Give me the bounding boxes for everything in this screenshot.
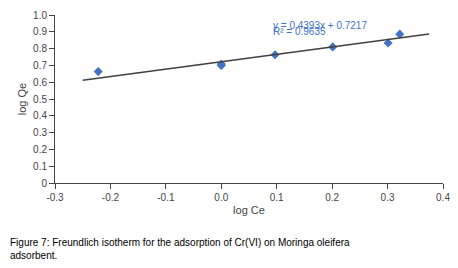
svg-text:0.3: 0.3 — [33, 127, 47, 138]
svg-text:0.1: 0.1 — [33, 161, 47, 172]
svg-text:0.0: 0.0 — [214, 192, 228, 203]
svg-text:0.5: 0.5 — [33, 94, 47, 105]
svg-text:0.6: 0.6 — [33, 77, 47, 88]
svg-text:Figure 7: Freundlich isotherm: Figure 7: Freundlich isotherm for the ad… — [10, 237, 350, 261]
svg-text:0.1: 0.1 — [270, 192, 284, 203]
svg-text:0.7: 0.7 — [33, 60, 47, 71]
svg-text:y = 0.4393x + 0.7217: y = 0.4393x + 0.7217 — [273, 20, 367, 31]
svg-text:0.4: 0.4 — [436, 192, 450, 203]
svg-text:0.8: 0.8 — [33, 43, 47, 54]
svg-text:0.4: 0.4 — [33, 110, 47, 121]
svg-text:-0.3: -0.3 — [46, 192, 64, 203]
svg-text:0.9: 0.9 — [33, 26, 47, 37]
svg-text:0: 0 — [41, 178, 47, 189]
svg-text:-0.2: -0.2 — [102, 192, 120, 203]
svg-text:log Ce: log Ce — [233, 204, 265, 216]
svg-text:log Qe: log Qe — [16, 83, 28, 115]
svg-text:-0.1: -0.1 — [157, 192, 175, 203]
svg-text:0.3: 0.3 — [381, 192, 395, 203]
svg-text:0.2: 0.2 — [33, 144, 47, 155]
svg-text:1.0: 1.0 — [33, 10, 47, 21]
svg-text:R² = 0.9635: R² = 0.9635 — [273, 26, 326, 37]
svg-text:0.2: 0.2 — [325, 192, 339, 203]
